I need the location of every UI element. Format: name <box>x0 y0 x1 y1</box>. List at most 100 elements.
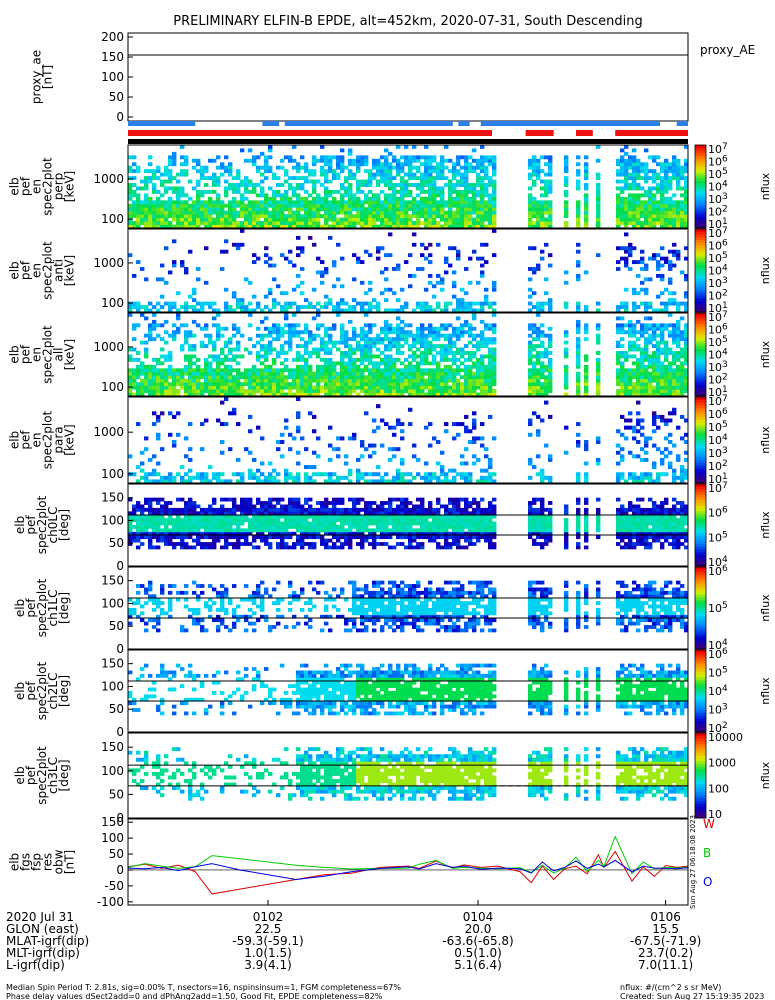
heatmap-cell <box>464 172 469 177</box>
heatmap-cell <box>408 183 413 187</box>
heatmap-cell <box>536 305 541 309</box>
heatmap-cell <box>444 337 449 342</box>
colorbar-segment <box>695 373 706 378</box>
heatmap-cell <box>444 422 449 427</box>
heatmap-cell <box>232 375 237 380</box>
heatmap-cell <box>212 354 217 359</box>
heatmap-cell <box>616 389 621 393</box>
heatmap-cell <box>204 183 209 187</box>
heatmap-cell <box>564 371 569 376</box>
y-axis-label: elbpefenspec2plotall[keV] <box>8 325 77 384</box>
heatmap-cell <box>680 389 685 393</box>
heatmap-cell <box>192 378 197 383</box>
heatmap-cell <box>444 301 449 306</box>
heatmap-cell <box>576 319 581 324</box>
heatmap-cell <box>308 364 313 369</box>
heatmap-cell <box>576 155 581 160</box>
heatmap-cell <box>172 440 177 444</box>
heatmap-cell <box>180 475 185 480</box>
heatmap-cell <box>208 203 213 208</box>
heatmap-cell <box>236 189 241 194</box>
heatmap-cell <box>544 155 549 160</box>
heatmap-cell <box>352 368 357 373</box>
heatmap-cell <box>356 475 361 480</box>
heatmap-cell <box>680 165 685 170</box>
colorbar-segment <box>695 237 706 241</box>
heatmap-cell <box>452 221 457 225</box>
heatmap-cell <box>380 203 385 208</box>
heatmap-cell <box>648 196 653 201</box>
heatmap-cell <box>644 210 649 215</box>
heatmap-cell <box>340 165 345 170</box>
heatmap-cell <box>336 200 341 205</box>
heatmap-cell <box>300 385 305 390</box>
heatmap-cell <box>292 221 297 225</box>
heatmap-cell <box>296 382 301 387</box>
heatmap-cell <box>656 361 661 366</box>
heatmap-cell <box>424 246 429 251</box>
heatmap-cell <box>676 162 681 167</box>
heatmap-cell <box>312 450 317 455</box>
heatmap-cell <box>212 472 217 477</box>
heatmap-cell <box>548 217 553 222</box>
heatmap-cell <box>448 158 453 163</box>
heatmap-cell <box>260 371 265 376</box>
heatmap-cell <box>464 162 469 167</box>
heatmap-cell <box>248 337 253 342</box>
colorbar-segment <box>695 324 706 328</box>
heatmap-cell <box>468 333 473 338</box>
heatmap-cell <box>460 214 465 219</box>
heatmap-cell <box>244 368 249 373</box>
heatmap-cell <box>424 333 429 338</box>
heatmap-cell <box>368 472 373 477</box>
heatmap-cell <box>348 162 353 167</box>
heatmap-cell <box>400 203 405 208</box>
heatmap-cell <box>248 280 253 285</box>
heatmap-cell <box>216 210 221 215</box>
heatmap-cell <box>292 479 297 484</box>
heatmap-cell <box>320 472 325 477</box>
heatmap-cell <box>324 333 329 338</box>
heatmap-cell <box>660 392 665 397</box>
heatmap-cell <box>152 382 157 387</box>
heatmap-cell <box>356 340 361 345</box>
heatmap-cell <box>624 151 629 156</box>
heatmap-cell <box>180 221 185 225</box>
heatmap-cell <box>416 176 421 180</box>
heatmap-cell <box>632 196 637 201</box>
heatmap-cell <box>432 344 437 348</box>
heatmap-cell <box>444 392 449 397</box>
heatmap-cell <box>308 337 313 342</box>
heatmap-cell <box>316 158 321 163</box>
heatmap-cell <box>228 224 233 229</box>
heatmap-cell <box>528 193 533 198</box>
heatmap-cell <box>380 382 385 387</box>
heatmap-cell <box>216 392 221 397</box>
heatmap-cell <box>684 382 689 387</box>
heatmap-cell <box>216 364 221 369</box>
heatmap-cell <box>260 389 265 393</box>
heatmap-cell <box>596 326 601 331</box>
heatmap-cell <box>376 172 381 177</box>
heatmap-cell <box>456 347 461 352</box>
heatmap-cell <box>532 375 537 380</box>
heatmap-cell <box>384 277 389 282</box>
heatmap-cell <box>448 193 453 198</box>
y-tick-label: 1000 <box>93 256 124 270</box>
heatmap-cell <box>388 354 393 359</box>
heatmap-cell <box>544 277 549 282</box>
heatmap-cell <box>264 375 269 380</box>
heatmap-cell <box>348 378 353 383</box>
heatmap-cell <box>680 385 685 390</box>
heatmap-cell <box>448 186 453 191</box>
heatmap-cell <box>400 224 405 229</box>
heatmap-cell <box>564 189 569 194</box>
heatmap-cell <box>684 217 689 222</box>
heatmap-cell <box>348 203 353 208</box>
heatmap-cell <box>376 256 381 261</box>
heatmap-cell <box>684 347 689 352</box>
heatmap-cell <box>372 392 377 397</box>
heatmap-cell <box>460 422 465 427</box>
heatmap-cell <box>676 183 681 187</box>
